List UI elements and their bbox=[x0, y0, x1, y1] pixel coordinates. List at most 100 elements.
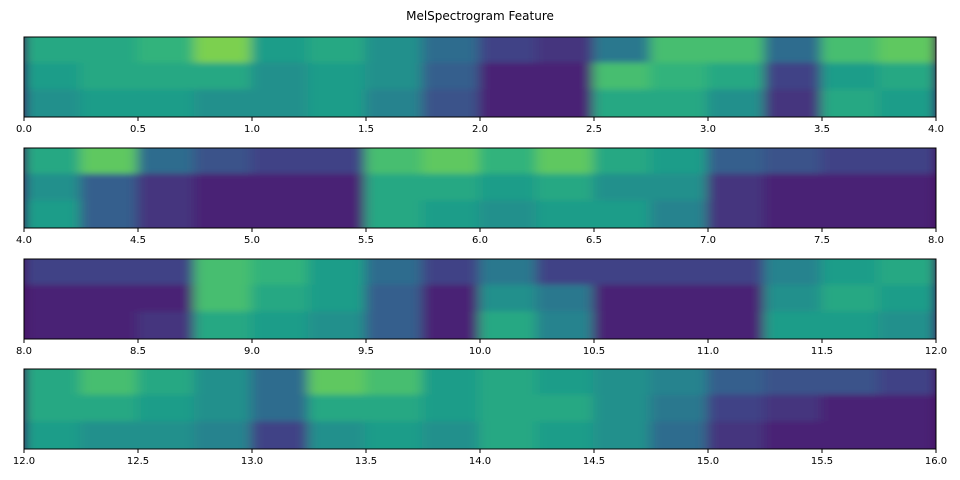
spectrogram bbox=[24, 259, 936, 339]
cell bbox=[479, 284, 538, 314]
cell bbox=[764, 148, 823, 176]
cell bbox=[194, 284, 253, 314]
cell bbox=[422, 311, 481, 339]
cell bbox=[593, 421, 652, 449]
cell bbox=[878, 200, 936, 228]
cell bbox=[479, 37, 538, 65]
x-tick-label: 4.5 bbox=[130, 235, 146, 246]
cell bbox=[536, 89, 595, 117]
cell bbox=[821, 173, 880, 203]
cell bbox=[24, 394, 82, 424]
cell bbox=[137, 173, 196, 203]
cell bbox=[650, 173, 709, 203]
cell bbox=[365, 421, 424, 449]
cell bbox=[24, 421, 82, 449]
cell bbox=[365, 89, 424, 117]
cell bbox=[251, 259, 310, 287]
cell bbox=[593, 369, 652, 397]
cell bbox=[308, 369, 367, 397]
cell bbox=[194, 394, 253, 424]
cell bbox=[24, 62, 82, 92]
cell bbox=[24, 284, 82, 314]
cell bbox=[308, 148, 367, 176]
x-tick-label: 14.0 bbox=[469, 456, 491, 467]
cells bbox=[24, 259, 936, 339]
x-tick-label: 13.5 bbox=[355, 456, 377, 467]
cell bbox=[137, 62, 196, 92]
cell bbox=[479, 200, 538, 228]
cell bbox=[194, 148, 253, 176]
cell bbox=[593, 173, 652, 203]
cell bbox=[764, 284, 823, 314]
cell bbox=[80, 394, 139, 424]
x-tick-label: 10.0 bbox=[469, 346, 491, 357]
cell bbox=[251, 394, 310, 424]
cell bbox=[80, 148, 139, 176]
spectrogram bbox=[24, 369, 936, 449]
x-tick-label: 15.0 bbox=[697, 456, 719, 467]
cell bbox=[80, 421, 139, 449]
cell bbox=[764, 311, 823, 339]
cell bbox=[479, 148, 538, 176]
cell bbox=[308, 421, 367, 449]
cell bbox=[137, 37, 196, 65]
cell bbox=[650, 259, 709, 287]
x-tick-label: 3.0 bbox=[700, 124, 716, 135]
cell bbox=[422, 284, 481, 314]
cell bbox=[422, 200, 481, 228]
cell bbox=[707, 394, 766, 424]
cell bbox=[536, 284, 595, 314]
cell bbox=[365, 200, 424, 228]
x-tick-label: 12.0 bbox=[925, 346, 947, 357]
cell bbox=[137, 148, 196, 176]
cell bbox=[650, 37, 709, 65]
cell bbox=[80, 311, 139, 339]
x-tick-label: 11.0 bbox=[697, 346, 719, 357]
cell bbox=[821, 200, 880, 228]
cell bbox=[24, 259, 82, 287]
cell bbox=[650, 200, 709, 228]
cell bbox=[593, 200, 652, 228]
cell bbox=[707, 311, 766, 339]
cell bbox=[878, 369, 936, 397]
cell bbox=[479, 394, 538, 424]
x-tick-label: 15.5 bbox=[811, 456, 833, 467]
cells bbox=[24, 369, 936, 449]
cell bbox=[365, 37, 424, 65]
x-tick-label: 5.5 bbox=[358, 235, 374, 246]
cell bbox=[479, 259, 538, 287]
cell bbox=[137, 89, 196, 117]
cell bbox=[650, 62, 709, 92]
cell bbox=[536, 394, 595, 424]
cell bbox=[80, 200, 139, 228]
cell bbox=[80, 37, 139, 65]
cell bbox=[80, 284, 139, 314]
cell bbox=[80, 369, 139, 397]
cell bbox=[194, 311, 253, 339]
cells bbox=[24, 148, 936, 228]
cell bbox=[137, 284, 196, 314]
cell bbox=[24, 369, 82, 397]
x-tick-label: 1.0 bbox=[244, 124, 260, 135]
cell bbox=[308, 394, 367, 424]
cell bbox=[251, 200, 310, 228]
cell bbox=[365, 394, 424, 424]
cell bbox=[422, 148, 481, 176]
cell bbox=[707, 89, 766, 117]
x-tick-label: 12.0 bbox=[13, 456, 35, 467]
cell bbox=[308, 173, 367, 203]
x-tick-label: 4.0 bbox=[16, 235, 32, 246]
cell bbox=[80, 173, 139, 203]
cell bbox=[422, 421, 481, 449]
cell bbox=[365, 259, 424, 287]
cell bbox=[137, 200, 196, 228]
x-tick-label: 4.0 bbox=[928, 124, 944, 135]
cell bbox=[422, 259, 481, 287]
chart-title: MelSpectrogram Feature bbox=[406, 9, 554, 23]
cell bbox=[137, 394, 196, 424]
cell bbox=[308, 62, 367, 92]
cell bbox=[365, 173, 424, 203]
cell bbox=[878, 284, 936, 314]
cell bbox=[194, 259, 253, 287]
